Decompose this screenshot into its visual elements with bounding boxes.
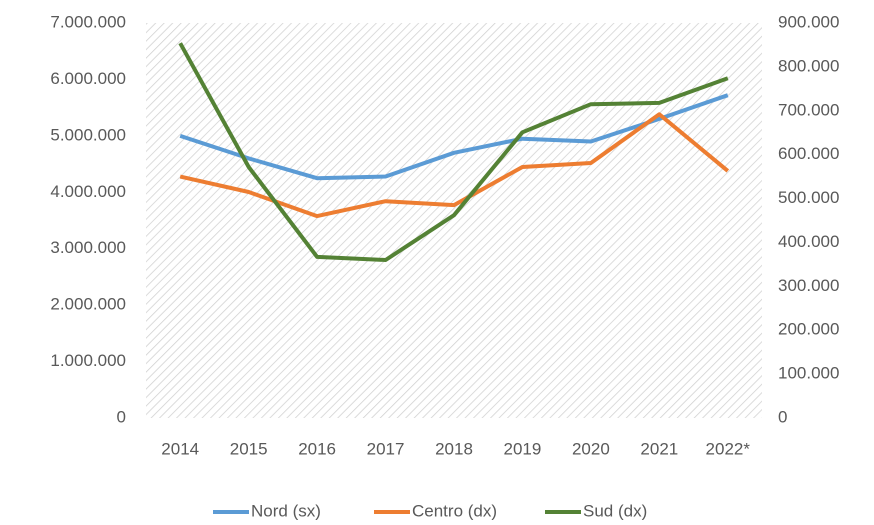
y-tick-label: 0 [117,407,126,426]
y2-tick-label: 800.000 [778,56,839,75]
x-tick-label: 2015 [230,439,268,458]
plot-area [146,23,762,418]
legend-label: Nord (sx) [251,501,321,520]
x-tick-label: 2022* [706,439,751,458]
y-tick-label: 6.000.000 [50,69,126,88]
x-tick-label: 2014 [161,439,199,458]
y-tick-label: 1.000.000 [50,351,126,370]
y-tick-label: 7.000.000 [50,12,126,31]
y2-tick-label: 900.000 [778,12,839,31]
y2-tick-label: 400.000 [778,232,839,251]
y2-tick-label: 0 [778,407,787,426]
y-tick-label: 4.000.000 [50,182,126,201]
y-tick-label: 3.000.000 [50,238,126,257]
series-line [178,42,729,262]
legend-label: Centro (dx) [412,501,497,520]
x-tick-label: 2018 [435,439,473,458]
x-tick-label: 2020 [572,439,610,458]
x-tick-label: 2019 [504,439,542,458]
series-line [179,93,729,181]
y-tick-label: 2.000.000 [50,295,126,314]
y2-tick-label: 300.000 [778,276,839,295]
x-tick-label: 2021 [640,439,678,458]
legend-label: Sud (dx) [583,501,647,520]
x-tick-label: 2016 [298,439,336,458]
y2-tick-label: 600.000 [778,144,839,163]
y2-tick-label: 200.000 [778,320,839,339]
y2-tick-label: 700.000 [778,100,839,119]
y-tick-label: 5.000.000 [50,125,126,144]
y2-tick-label: 100.000 [778,364,839,383]
y2-tick-label: 500.000 [778,188,839,207]
x-tick-label: 2017 [367,439,405,458]
